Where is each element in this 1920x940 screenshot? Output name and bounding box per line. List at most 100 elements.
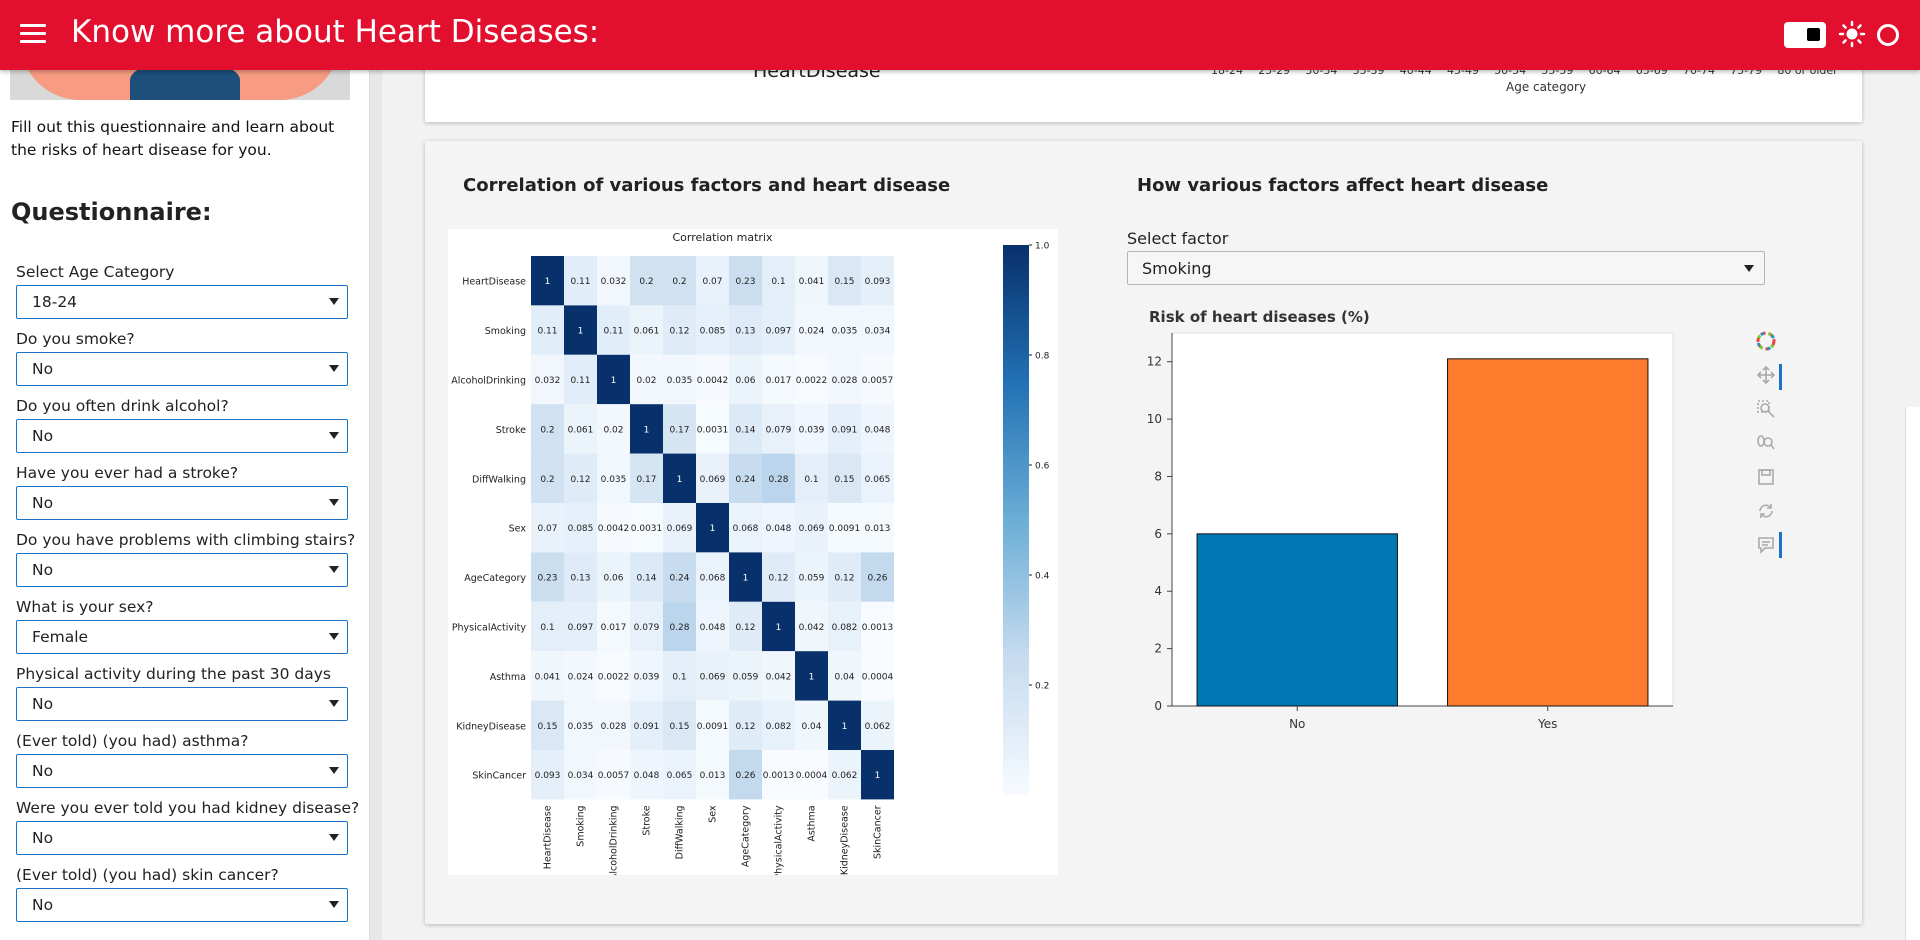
heatmap-cell-value: 0.0013 [862,623,894,633]
heatmap-cell-value: 0.034 [865,327,891,337]
heatmap-row-label: AlcoholDrinking [451,376,526,387]
asthma-field: (Ever told) (you had) asthma? No [16,732,348,788]
factor-select[interactable]: Smoking [1127,251,1765,285]
heatmap-cell-value: 0.069 [700,672,726,682]
heatmap-cell [861,354,894,405]
heatmap-cell-value: 0.048 [634,771,660,781]
heatmap-cell [564,700,597,750]
heatmap-cell [663,651,696,701]
heatmap-cell [663,404,696,454]
heatmap-cell [564,354,597,405]
correlation-title: Correlation of various factors and heart… [463,175,951,196]
heatmap-cell [696,354,729,405]
caret-down-icon [1744,265,1754,272]
heatmap-cell-value: 0.07 [702,277,722,287]
heatmap-cell-value: 0.04 [834,672,854,682]
hover-icon[interactable] [1753,532,1779,558]
heatmap-col-label: Smoking [576,805,587,846]
heatmap-cell-value: 0.1 [540,623,554,633]
caret-down-icon [329,432,339,439]
heatmap-cell [795,404,828,454]
heatmap-cell [795,256,828,306]
heatmap-cell-value: 0.048 [865,425,891,435]
heatmap-col-label: DiffWalking [675,805,686,859]
heatmap-cell [729,503,762,553]
heatmap-cell-value: 0.15 [834,475,854,485]
heatmap-cell [729,354,762,405]
heatmap-cell [696,453,729,503]
heatmap-cell [564,404,597,454]
heatmap-cell-value: 0.091 [832,425,858,435]
sidebar-scrollbar[interactable] [370,70,382,940]
age-category-select[interactable]: 18-24 [16,285,348,319]
heatmap-cell-value: 0.097 [568,623,594,633]
hamburger-menu-icon[interactable] [20,24,46,46]
heatmap-col-label: Sex [708,805,719,823]
stroke-select[interactable]: No [16,486,348,520]
heatmap-cell-value: 1 [875,771,881,781]
sex-field: What is your sex? Female [16,598,348,654]
heatmap-cell-value: 0.024 [568,672,594,682]
heatmap-cell-value: 0.061 [634,327,660,337]
heatmap-col-label: SkinCancer [873,805,884,859]
heatmap-cell-value: 0.013 [865,524,891,534]
heatmap-row-label: Smoking [485,326,526,337]
heatmap-cell [828,256,861,306]
caret-down-icon [329,901,339,908]
heatmap-cell [531,651,564,701]
smoke-select[interactable]: No [16,352,348,386]
heatmap-cell [564,601,597,652]
heatmap-cell [696,305,729,355]
heatmap-cell [564,651,597,701]
asthma-select[interactable]: No [16,754,348,788]
sidebar-banner-image [10,70,350,100]
heatmap-cell-value: 0.017 [601,623,627,633]
heatmap-cell [630,552,663,602]
heatmap-cell [696,601,729,652]
field-label: Physical activity during the past 30 day… [16,665,331,683]
heatmap-cell [531,750,564,800]
pan-icon[interactable] [1753,362,1779,388]
sex-select[interactable]: Female [16,620,348,654]
heatmap-cell-value: 0.069 [700,475,726,485]
skin-cancer-select[interactable]: No [16,888,348,922]
save-icon[interactable] [1753,464,1779,490]
bar[interactable] [1196,533,1398,707]
heatmap-cell-value: 0.12 [735,623,755,633]
age-category-field: Select Age Category 18-24 [16,263,348,319]
climbing-stairs-field: Do you have problems with climbing stair… [16,531,355,587]
heatmap-cell-value: 1 [743,574,749,584]
heatmap-cell [531,601,564,652]
bokeh-logo-icon[interactable] [1753,328,1779,354]
heatmap-cell [729,700,762,750]
y-tick-label: 6 [1154,527,1162,541]
heatmap-cell [861,601,894,652]
physical-activity-select[interactable]: No [16,687,348,721]
heatmap-cell-value: 0.0042 [598,524,630,534]
y-tick-label: 0 [1154,699,1162,713]
heatmap-cell-value: 0.093 [865,277,891,287]
heatmap-cell [597,354,630,405]
heatmap-cell [729,305,762,355]
wheel-zoom-icon[interactable] [1753,430,1779,456]
climbing-stairs-select[interactable]: No [16,553,348,587]
box-zoom-icon[interactable] [1753,396,1779,422]
heatmap-cell-value: 1 [611,376,617,386]
heatmap-col-label: Asthma [807,805,818,841]
select-value: No [32,561,54,579]
theme-toggle[interactable] [1784,22,1826,48]
heatmap-cell [828,453,861,503]
bar[interactable] [1447,358,1649,707]
kidney-disease-select[interactable]: No [16,821,348,855]
hover-active-indicator [1779,532,1782,558]
heatmap-cell-value: 0.0057 [598,771,630,781]
page-scrollbar[interactable] [1905,407,1920,940]
alcohol-select[interactable]: No [16,419,348,453]
reset-icon[interactable] [1753,498,1779,524]
heatmap-cell-value: 0.13 [570,574,590,584]
heatmap-cell-value: 0.082 [766,722,792,732]
field-label: (Ever told) (you had) asthma? [16,732,249,750]
sun-icon[interactable] [1838,20,1866,48]
heatmap-cell [828,601,861,652]
heatmap-row-label: DiffWalking [472,474,526,485]
